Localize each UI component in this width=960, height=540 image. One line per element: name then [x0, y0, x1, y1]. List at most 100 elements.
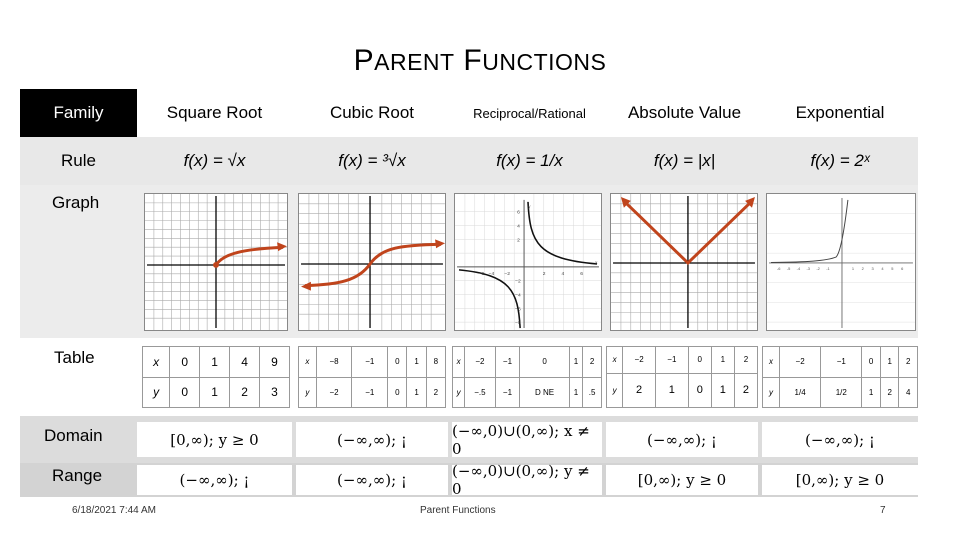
tick-label: −8 — [515, 320, 521, 326]
axis-label-x: x — [595, 261, 598, 266]
table-cell: 2 — [622, 372, 656, 409]
tick-label: 1 — [852, 266, 854, 271]
table-cell: 1 — [568, 346, 584, 378]
table-cell: −2 — [622, 346, 656, 374]
page-number: 7 — [880, 505, 886, 516]
table-cell: D NE — [519, 376, 570, 408]
table-cell: x — [605, 346, 624, 374]
exponential-plot: -6 -5 -4 -3 -2 -1 1 2 3 4 5 6 — [767, 197, 915, 329]
value-table-reciprocal: x −2 −1 0 1 2 y −.5 −1 D NE 1 .5 — [451, 346, 602, 408]
graph-row: Graph — [20, 185, 918, 338]
table-y-row: y 2 1 0 1 2 — [605, 372, 759, 409]
table-cell: y — [451, 376, 466, 408]
table-cell: 0 — [169, 376, 201, 408]
range-exponential: [0,∞); y ≥ 0 — [762, 465, 918, 495]
table-y-row: y 0 1 2 3 — [141, 376, 290, 408]
table-cell: −.5 — [464, 376, 496, 408]
table-cell: 0 — [169, 346, 201, 378]
table-cell: −2 — [315, 376, 353, 408]
table-cell: x — [298, 346, 317, 378]
table-cell: −1 — [494, 376, 521, 408]
table-x-row: x −2 −1 0 1 2 — [605, 346, 759, 374]
tick-label: −2 — [504, 271, 510, 277]
domain-cubic-root: (−∞,∞); ¡ — [296, 422, 448, 457]
table-cell: y — [605, 372, 624, 409]
domain-absolute-value: (−∞,∞); ¡ — [606, 422, 758, 457]
table-cell: 0 — [519, 346, 570, 378]
tick-label: -5 — [787, 266, 791, 271]
value-table-square-root: x 0 1 4 9 y 0 1 2 3 — [141, 346, 290, 408]
rule-square-root: f(x) = √x — [183, 151, 246, 170]
absolute-value-plot — [611, 194, 757, 330]
table-cell: 1 — [199, 346, 231, 378]
value-table-absolute-value: x −2 −1 0 1 2 y 2 1 0 1 2 — [605, 346, 759, 409]
footer-date: 6/18/2021 7:44 AM — [72, 505, 156, 516]
table-cell: 0 — [387, 376, 408, 408]
graph-label: Graph — [52, 193, 100, 212]
tick-label: 6 — [580, 271, 583, 277]
table-cell: 3 — [259, 376, 290, 408]
table-cell: 0 — [687, 372, 712, 409]
value-table-exponential: x −2 −1 0 1 2 y 1/4 1/2 1 2 4 — [762, 346, 918, 408]
range-label: Range — [52, 466, 103, 485]
family-row: Family Square Root Cubic Root Reciprocal… — [20, 89, 918, 137]
domain-square-root: [0,∞); y ≥ 0 — [137, 422, 292, 457]
table-label: Table — [54, 348, 95, 367]
family-exponential: Exponential — [795, 103, 885, 122]
table-cell: −2 — [464, 346, 496, 378]
table-x-row: x 0 1 4 9 — [141, 346, 290, 378]
tick-label: −6 — [479, 271, 485, 277]
tick-label: -1 — [826, 266, 830, 271]
table-cell: −2 — [778, 346, 822, 378]
rule-absolute-value: f(x) = |x| — [653, 151, 716, 170]
tick-label: −6 — [515, 306, 521, 312]
rule-reciprocal: f(x) = 1/x — [496, 151, 563, 170]
family-cubic-root: Cubic Root — [329, 103, 415, 122]
table-cell: 4 — [898, 376, 918, 408]
tick-label: 3 — [872, 266, 875, 271]
table-cell: −1 — [494, 346, 521, 378]
table-cell: −1 — [351, 346, 389, 378]
tick-label: 6 — [517, 210, 520, 216]
tick-label: −2 — [515, 279, 521, 285]
table-cell: 2 — [733, 346, 759, 374]
table-y-row: y −2 −1 0 1 2 — [298, 376, 447, 408]
table-cell: 0 — [387, 346, 408, 378]
tick-label: -4 — [797, 266, 801, 271]
domain-row: Domain [0,∞); y ≥ 0 (−∞,∞); ¡ (−∞,0)∪(0,… — [20, 416, 918, 463]
tick-label: −4 — [515, 292, 521, 298]
table-row: Table x 0 1 4 9 y 0 1 2 3 x −8 −1 0 1 8 … — [20, 338, 918, 416]
table-x-row: x −2 −1 0 1 2 — [762, 346, 918, 378]
value-table-cubic-root: x −8 −1 0 1 8 y −2 −1 0 1 2 — [298, 346, 447, 408]
graph-cubic-root — [298, 193, 446, 331]
table-cell: 1 — [406, 376, 427, 408]
footer-title: Parent Functions — [420, 505, 496, 516]
table-cell: 1 — [710, 346, 735, 374]
table-x-row: x −8 −1 0 1 8 — [298, 346, 447, 378]
graph-reciprocal: y x −6 −4 −2 2 4 6 6 4 2 −2 −4 −6 −8 — [454, 193, 602, 331]
table-cell: −8 — [315, 346, 353, 378]
table-cell: x — [762, 346, 780, 378]
cubic-root-plot — [299, 194, 445, 330]
table-cell: 1 — [654, 372, 689, 409]
tick-label: −4 — [489, 271, 495, 277]
table-cell: 2 — [898, 346, 918, 378]
rule-label: Rule — [61, 151, 96, 170]
table-cell: 4 — [229, 346, 261, 378]
table-cell: 9 — [259, 346, 290, 378]
table-x-row: x −2 −1 0 1 2 — [451, 346, 602, 378]
table-cell: 8 — [425, 346, 447, 378]
table-cell: 1 — [568, 376, 584, 408]
range-reciprocal: (−∞,0)∪(0,∞); y ≠ 0 — [452, 462, 602, 498]
table-cell: 0 — [687, 346, 712, 374]
tick-label: 2 — [543, 271, 546, 277]
table-cell: 2 — [229, 376, 261, 408]
tick-label: 2 — [517, 237, 520, 243]
tick-label: 6 — [901, 266, 904, 271]
domain-reciprocal: (−∞,0)∪(0,∞); x ≠ 0 — [452, 422, 602, 458]
domain-exponential: (−∞,∞); ¡ — [762, 422, 918, 457]
axis-label-y: y — [528, 205, 531, 210]
table-cell: 2 — [879, 376, 900, 408]
range-absolute-value: [0,∞); y ≥ 0 — [606, 465, 758, 495]
family-reciprocal: Reciprocal/Rational — [473, 105, 586, 121]
